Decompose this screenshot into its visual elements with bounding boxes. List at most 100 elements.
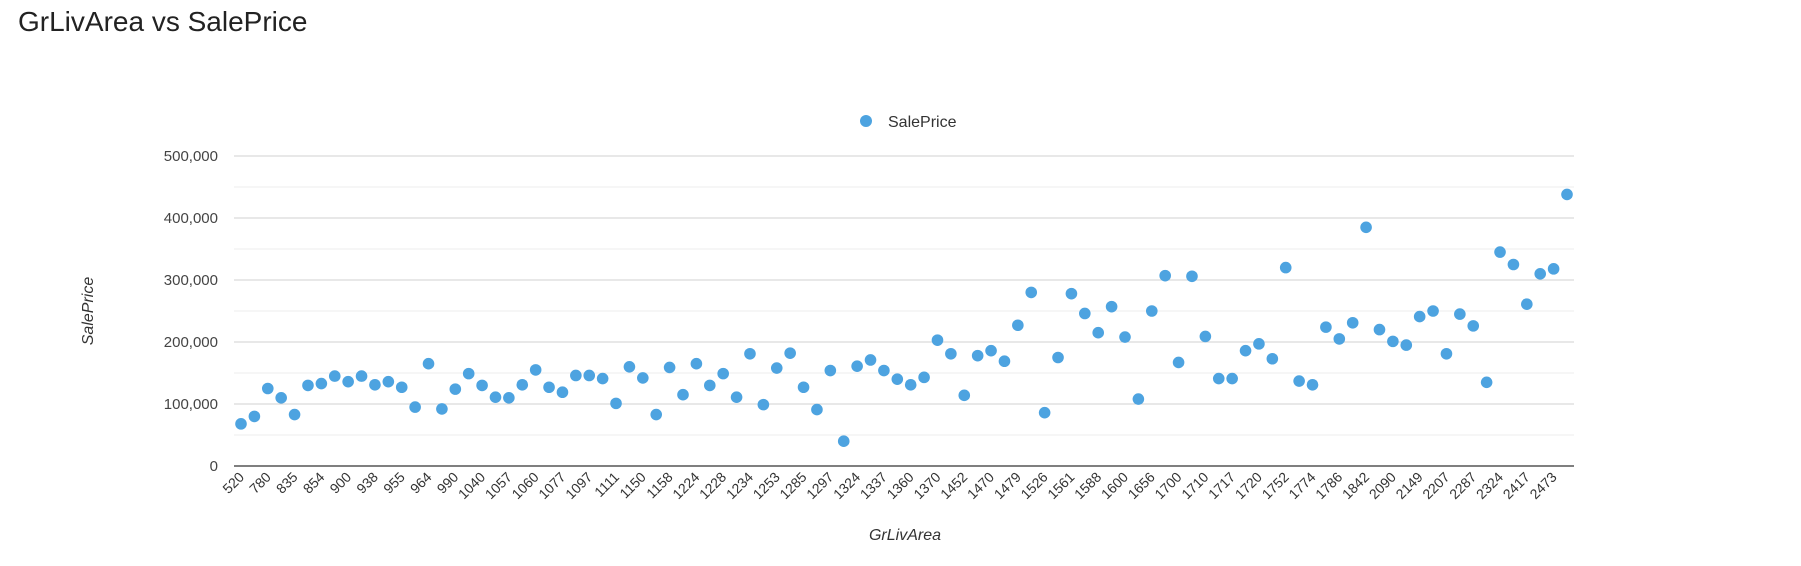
data-point[interactable]	[770, 362, 783, 374]
data-point[interactable]	[1012, 319, 1024, 332]
data-point[interactable]	[1025, 286, 1038, 299]
data-point[interactable]	[1306, 378, 1319, 391]
data-point[interactable]	[797, 381, 810, 394]
data-point[interactable]	[1092, 326, 1105, 339]
data-point[interactable]	[1454, 308, 1466, 320]
data-point[interactable]	[1212, 372, 1225, 385]
data-point[interactable]	[1427, 305, 1439, 317]
data-point[interactable]	[355, 370, 368, 382]
data-point[interactable]	[1119, 331, 1131, 343]
data-point[interactable]	[824, 364, 837, 377]
data-point[interactable]	[851, 360, 863, 372]
data-point[interactable]	[985, 344, 997, 357]
data-point[interactable]	[1561, 188, 1573, 201]
data-point[interactable]	[703, 379, 716, 392]
data-point[interactable]	[864, 354, 877, 366]
data-point[interactable]	[1547, 263, 1560, 275]
data-point[interactable]	[462, 367, 475, 380]
data-point[interactable]	[1346, 316, 1359, 329]
data-point[interactable]	[1052, 351, 1064, 364]
data-point[interactable]	[1038, 406, 1051, 419]
data-point[interactable]	[1145, 305, 1158, 317]
data-point[interactable]	[784, 347, 796, 359]
data-point[interactable]	[1467, 320, 1480, 332]
data-point[interactable]	[931, 334, 944, 346]
data-point[interactable]	[1480, 376, 1493, 389]
data-point[interactable]	[1172, 356, 1185, 369]
data-point[interactable]	[342, 375, 354, 388]
data-point[interactable]	[1293, 375, 1305, 387]
data-point[interactable]	[717, 367, 729, 380]
data-point[interactable]	[556, 386, 569, 399]
data-point[interactable]	[395, 381, 408, 394]
data-point[interactable]	[891, 373, 904, 386]
data-point[interactable]	[971, 349, 984, 362]
data-point[interactable]	[1387, 335, 1399, 348]
data-point[interactable]	[489, 391, 502, 403]
data-point[interactable]	[261, 382, 274, 395]
data-point[interactable]	[302, 379, 314, 392]
data-point[interactable]	[730, 391, 743, 403]
data-point[interactable]	[958, 389, 971, 402]
data-point[interactable]	[1413, 310, 1426, 323]
data-point[interactable]	[1333, 333, 1346, 345]
data-point[interactable]	[275, 392, 287, 404]
data-point[interactable]	[1239, 344, 1252, 357]
data-point[interactable]	[1279, 261, 1292, 274]
data-point[interactable]	[1186, 270, 1198, 283]
data-point[interactable]	[449, 383, 462, 395]
data-point[interactable]	[650, 408, 663, 421]
data-point[interactable]	[757, 398, 770, 411]
data-point[interactable]	[516, 378, 529, 391]
data-point[interactable]	[409, 401, 421, 413]
data-point[interactable]	[1521, 298, 1533, 310]
data-point[interactable]	[690, 357, 703, 370]
data-point[interactable]	[1360, 221, 1372, 234]
data-point[interactable]	[288, 408, 301, 421]
data-point[interactable]	[1494, 246, 1506, 258]
data-point[interactable]	[1159, 269, 1171, 282]
data-point[interactable]	[315, 377, 328, 390]
data-point[interactable]	[1105, 300, 1118, 313]
data-point[interactable]	[744, 347, 756, 360]
data-point[interactable]	[904, 378, 917, 391]
data-point[interactable]	[596, 372, 609, 385]
data-point[interactable]	[663, 361, 676, 374]
data-point[interactable]	[1079, 307, 1091, 320]
data-point[interactable]	[1373, 323, 1386, 336]
data-point[interactable]	[1199, 330, 1212, 343]
data-point[interactable]	[811, 403, 823, 416]
data-point[interactable]	[637, 372, 649, 384]
data-point[interactable]	[1132, 393, 1145, 405]
data-point[interactable]	[1320, 321, 1332, 333]
data-point[interactable]	[677, 388, 689, 401]
data-point[interactable]	[503, 392, 515, 404]
data-point[interactable]	[1507, 258, 1520, 271]
data-point[interactable]	[918, 371, 930, 384]
data-point[interactable]	[1226, 372, 1238, 385]
data-point[interactable]	[235, 418, 247, 430]
data-point[interactable]	[476, 379, 488, 392]
data-point[interactable]	[529, 364, 542, 376]
data-point[interactable]	[610, 397, 622, 410]
data-point[interactable]	[945, 347, 957, 360]
legend[interactable]: SalePrice	[860, 114, 957, 131]
data-point[interactable]	[436, 403, 448, 415]
data-point[interactable]	[422, 357, 435, 370]
data-point[interactable]	[369, 378, 381, 391]
data-point[interactable]	[248, 410, 261, 423]
data-point[interactable]	[583, 369, 596, 382]
data-point[interactable]	[623, 361, 636, 373]
data-point[interactable]	[570, 369, 582, 382]
data-point[interactable]	[1400, 339, 1413, 351]
data-point[interactable]	[1065, 287, 1078, 300]
data-point[interactable]	[328, 370, 341, 382]
data-point[interactable]	[543, 381, 555, 394]
data-point[interactable]	[1266, 352, 1279, 365]
data-point[interactable]	[998, 355, 1011, 368]
data-point[interactable]	[1253, 338, 1265, 350]
data-point[interactable]	[1440, 347, 1453, 360]
data-point[interactable]	[837, 435, 850, 448]
data-point[interactable]	[878, 364, 890, 377]
data-point[interactable]	[382, 375, 395, 388]
